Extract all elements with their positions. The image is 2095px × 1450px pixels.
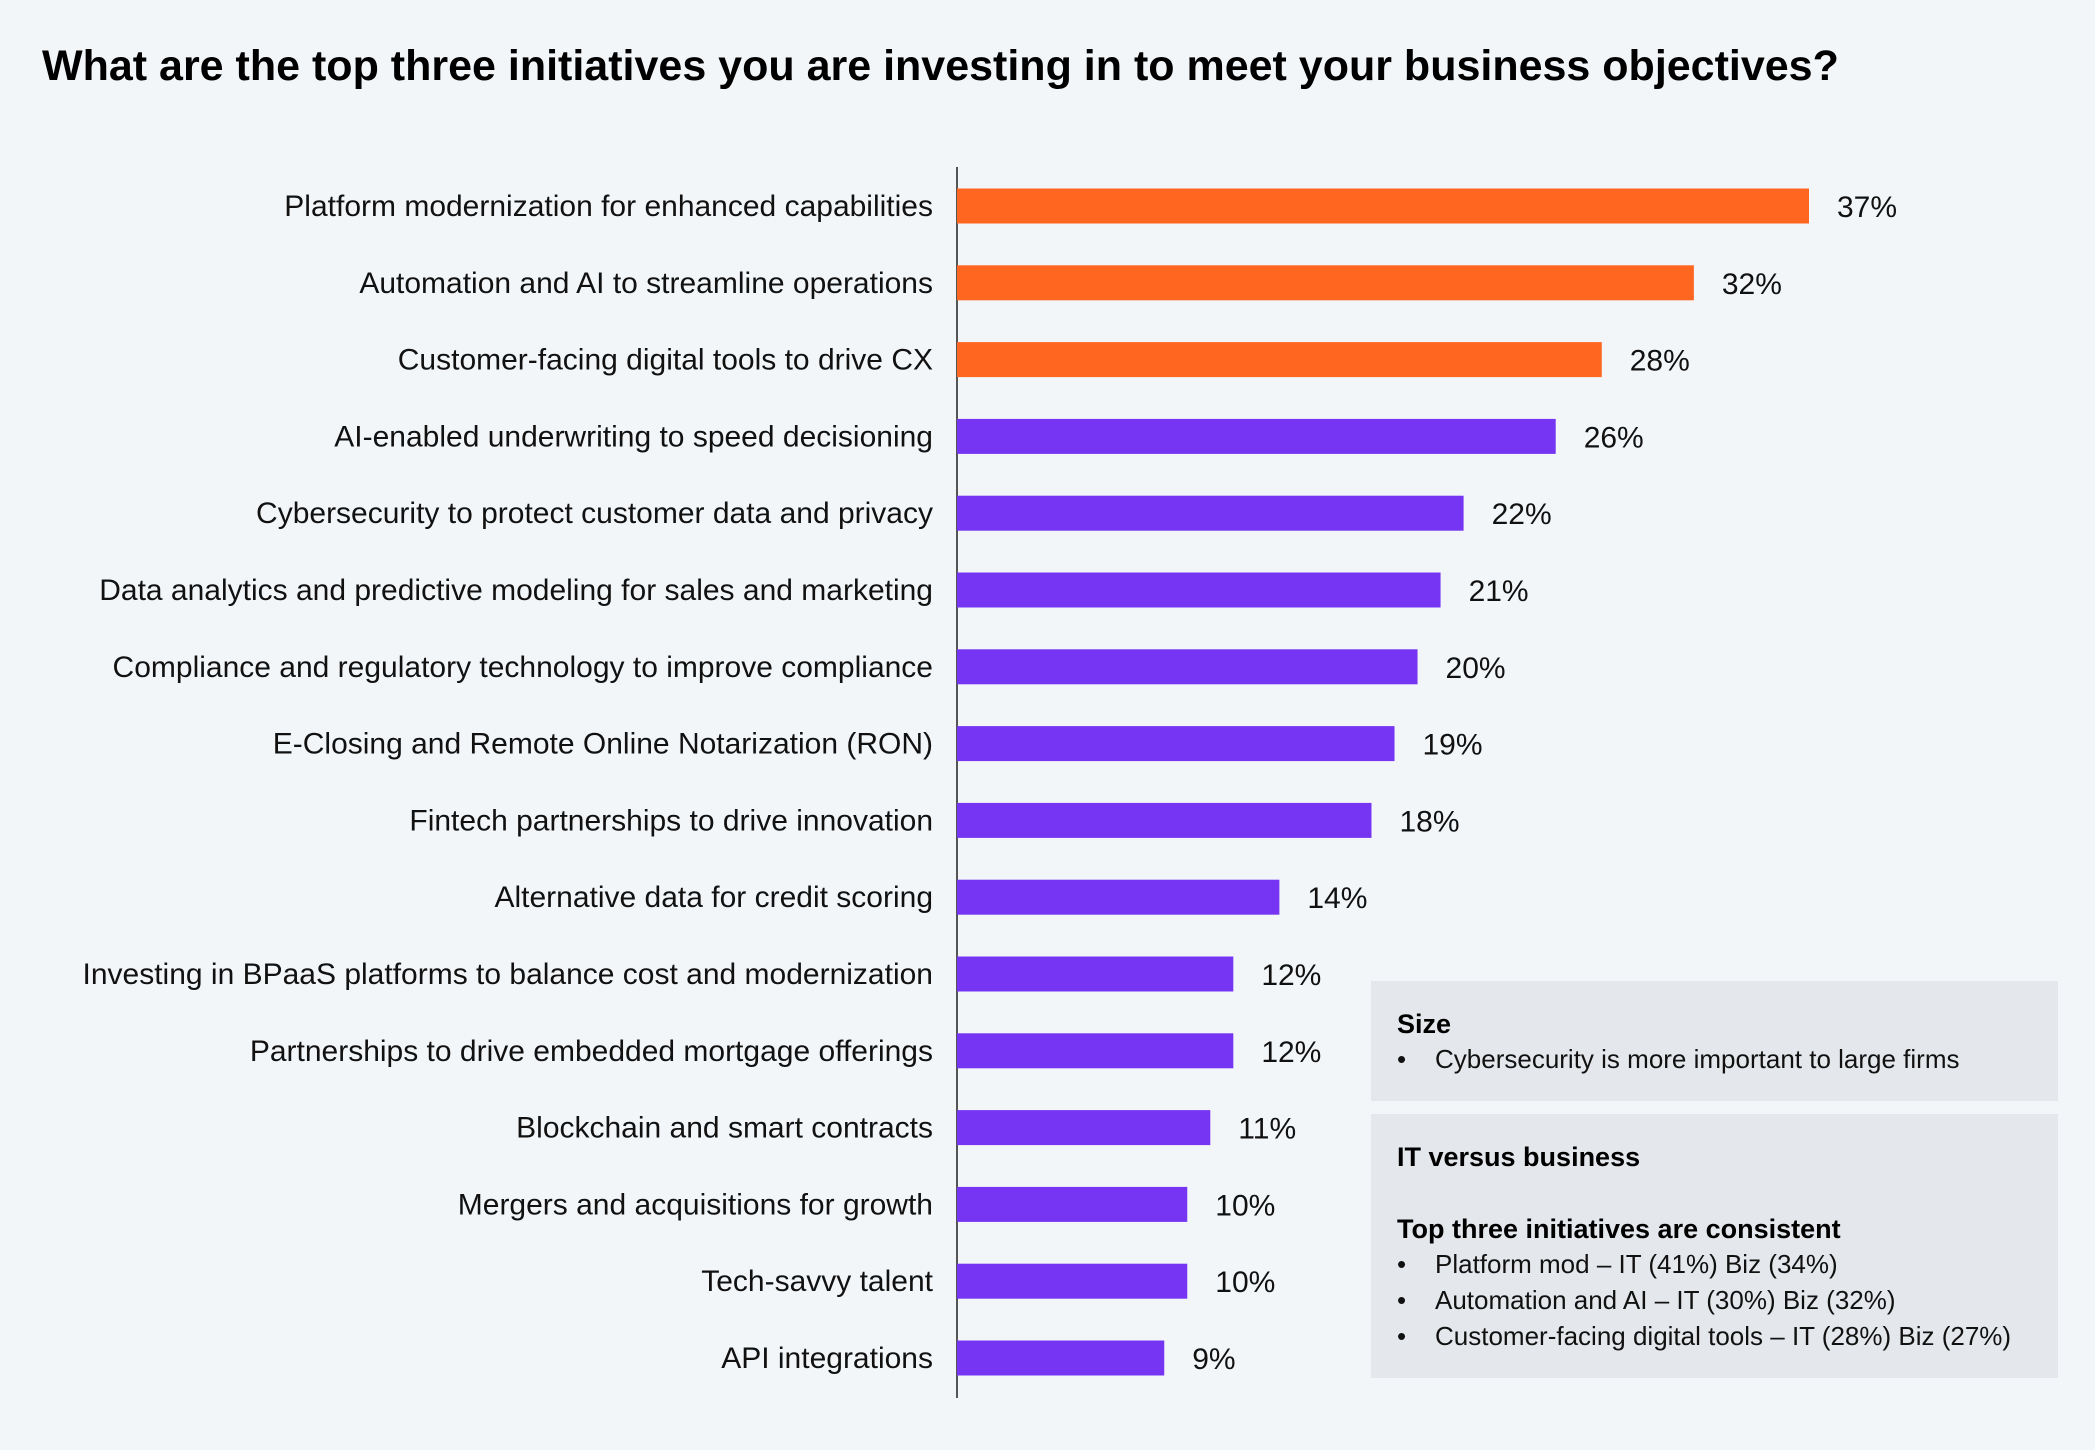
bar xyxy=(957,1186,1188,1222)
bar xyxy=(957,1340,1165,1376)
category-label: Fintech partnerships to drive innovation xyxy=(409,804,933,837)
bar xyxy=(957,418,1556,454)
it-panel-list: Platform mod – IT (41%) Biz (34%) Automa… xyxy=(1397,1246,2032,1354)
category-label: Mergers and acquisitions for growth xyxy=(458,1188,933,1221)
category-label: API integrations xyxy=(721,1342,933,1375)
size-panel-bullet: Cybersecurity is more important to large… xyxy=(1397,1041,2032,1077)
it-panel-subheading: Top three initiatives are consistent xyxy=(1397,1214,1841,1244)
value-label: 12% xyxy=(1261,1036,1321,1069)
value-label: 10% xyxy=(1215,1189,1275,1222)
value-label: 10% xyxy=(1215,1266,1275,1299)
bar xyxy=(957,1110,1211,1146)
category-label: Cybersecurity to protect customer data a… xyxy=(256,497,933,530)
page-title: What are the top three initiatives you a… xyxy=(42,42,1839,90)
category-label: Data analytics and predictive modeling f… xyxy=(99,574,933,607)
value-label: 14% xyxy=(1307,882,1367,915)
bar xyxy=(957,1263,1188,1299)
category-label: Platform modernization for enhanced capa… xyxy=(284,190,933,223)
value-label: 26% xyxy=(1584,421,1644,454)
category-label: Customer-facing digital tools to drive C… xyxy=(398,344,933,377)
bar xyxy=(957,956,1234,992)
size-panel-heading: Size xyxy=(1397,1009,1452,1039)
it-versus-business-panel: IT versus business Top three initiatives… xyxy=(1371,1114,2058,1378)
value-label: 19% xyxy=(1423,729,1483,762)
category-label: AI-enabled underwriting to speed decisio… xyxy=(334,420,933,453)
bar xyxy=(957,802,1372,838)
bar xyxy=(957,879,1280,915)
bar xyxy=(957,495,1464,531)
size-panel: Size Cybersecurity is more important to … xyxy=(1371,981,2058,1101)
value-label: 28% xyxy=(1630,345,1690,378)
category-label: Tech-savvy talent xyxy=(701,1265,933,1298)
bar xyxy=(957,1033,1234,1069)
category-label: Compliance and regulatory technology to … xyxy=(113,651,933,684)
bar xyxy=(957,265,1694,301)
category-label: E-Closing and Remote Online Notarization… xyxy=(273,728,933,761)
category-label: Blockchain and smart contracts xyxy=(516,1112,933,1145)
category-label: Automation and AI to streamline operatio… xyxy=(359,267,933,300)
category-label: Partnerships to drive embedded mortgage … xyxy=(250,1035,933,1068)
it-panel-bullet: Customer-facing digital tools – IT (28%)… xyxy=(1397,1318,2032,1354)
value-label: 32% xyxy=(1722,268,1782,301)
value-label: 18% xyxy=(1399,805,1459,838)
value-label: 20% xyxy=(1446,652,1506,685)
bar xyxy=(957,188,1809,224)
value-label: 12% xyxy=(1261,959,1321,992)
value-label: 21% xyxy=(1469,575,1529,608)
bar xyxy=(957,572,1441,608)
value-label: 22% xyxy=(1492,498,1552,531)
value-label: 9% xyxy=(1192,1343,1235,1376)
bar xyxy=(957,726,1395,762)
bar xyxy=(957,649,1418,685)
it-panel-bullet: Automation and AI – IT (30%) Biz (32%) xyxy=(1397,1282,2032,1318)
bar xyxy=(957,342,1602,378)
it-panel-bullet: Platform mod – IT (41%) Biz (34%) xyxy=(1397,1246,2032,1282)
value-label: 37% xyxy=(1837,191,1897,224)
category-label: Alternative data for credit scoring xyxy=(494,881,933,914)
category-label: Investing in BPaaS platforms to balance … xyxy=(83,958,934,991)
size-panel-list: Cybersecurity is more important to large… xyxy=(1397,1041,2032,1077)
value-label: 11% xyxy=(1238,1113,1296,1146)
it-panel-heading: IT versus business xyxy=(1397,1142,1641,1172)
